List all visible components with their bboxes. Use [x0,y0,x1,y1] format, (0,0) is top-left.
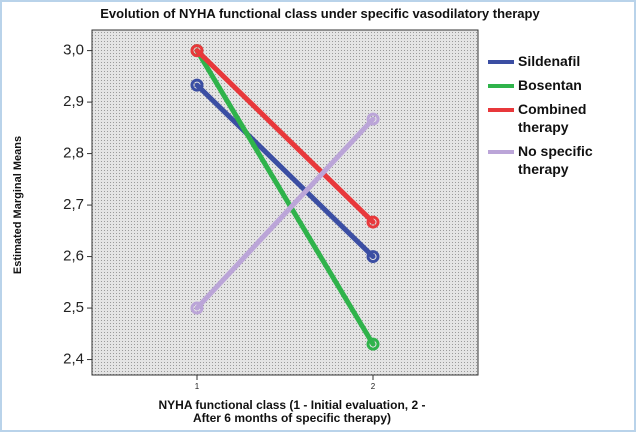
legend-label: Bosentan [518,77,582,93]
legend-item: Sildenafil [488,52,628,70]
legend: Sildenafil Bosentan Combined therapy No spe… [488,52,628,184]
y-axis-label: Estimated Marginal Means [12,135,24,275]
legend-label: Combined therapy [518,101,587,135]
y-tick-label: 2,7 [63,196,84,213]
data-point [190,44,204,58]
y-tick-label: 2,5 [63,299,84,316]
x-tick-label: 1 [195,382,200,391]
legend-label: Sildenafil [518,53,581,69]
plot-area [91,29,479,376]
data-point [190,301,204,315]
data-point [366,337,380,351]
data-point [366,250,380,264]
legend-item: Bosentan [488,76,628,94]
series-line [194,116,376,311]
x-axis-label: NYHA functional class (1 - Initial evalu… [158,398,426,425]
data-point [366,112,380,126]
series-line [194,82,376,260]
x-tick-label: 2 [371,382,376,391]
data-point [190,78,204,92]
legend-swatch [488,150,514,154]
y-tick-label: 3,0 [63,42,84,59]
data-point [366,215,380,229]
chart-title: Evolution of NYHA functional class under… [100,6,540,21]
y-tick-label: 2,4 [63,351,84,368]
series-line [194,48,376,225]
legend-swatch [488,60,514,64]
series-line [194,48,376,347]
legend-swatch [488,84,514,88]
legend-swatch [488,108,514,112]
legend-item: Combined therapy [488,100,628,136]
y-tick-label: 2,9 [63,93,84,110]
legend-label: No specific therapy [518,143,593,177]
legend-item: No specific therapy [488,142,628,178]
y-tick-label: 2,6 [63,248,84,265]
y-tick-label: 2,8 [63,145,84,162]
